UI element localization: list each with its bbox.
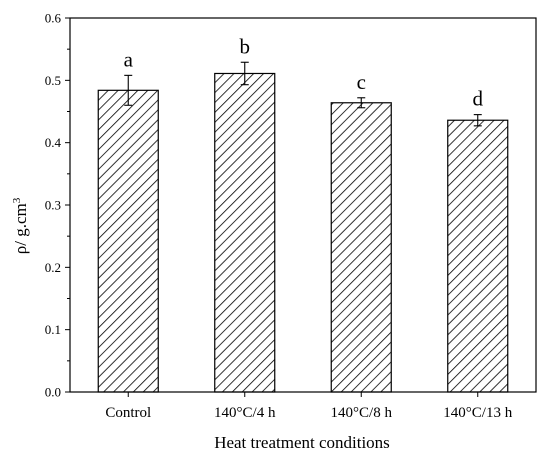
y-tick-label: 0.4: [45, 135, 62, 150]
x-tick-label: 140°C/13 h: [443, 405, 512, 421]
y-tick-label: 0.2: [45, 260, 61, 275]
y-tick-label: 0.5: [45, 73, 61, 88]
bar: [214, 72, 276, 393]
bars-layer: [97, 72, 509, 393]
bar: [97, 89, 159, 393]
y-axis-title-superscript: 3: [11, 197, 23, 203]
y-tick-label: 0.6: [45, 11, 62, 26]
x-axis-ticks: Control 140°C/4 h 140°C/8 h 140°C/13 h: [105, 392, 513, 421]
y-tick-label: 0.1: [45, 322, 61, 337]
y-axis-ticks: 0.0 0.1 0.2 0.3 0.4 0.5 0.6: [45, 11, 70, 400]
y-axis-title-main: ρ/ g.cm: [11, 203, 30, 254]
significance-letter: b: [240, 34, 251, 58]
x-axis-title: Heat treatment conditions: [214, 433, 390, 452]
x-tick-label: 140°C/4 h: [214, 405, 276, 421]
significance-letters-layer: a b c d: [124, 34, 484, 110]
significance-letter: d: [473, 87, 484, 111]
x-tick-label: Control: [105, 405, 151, 421]
y-tick-label: 0.0: [45, 385, 61, 400]
significance-letter: c: [357, 70, 366, 94]
y-tick-label: 0.3: [45, 198, 61, 213]
bar: [330, 102, 392, 393]
bar: [447, 119, 509, 393]
error-bars-layer: [124, 61, 482, 127]
significance-letter: a: [124, 47, 134, 71]
y-axis-title: ρ/ g.cm3: [11, 197, 30, 254]
x-tick-label: 140°C/8 h: [331, 405, 393, 421]
